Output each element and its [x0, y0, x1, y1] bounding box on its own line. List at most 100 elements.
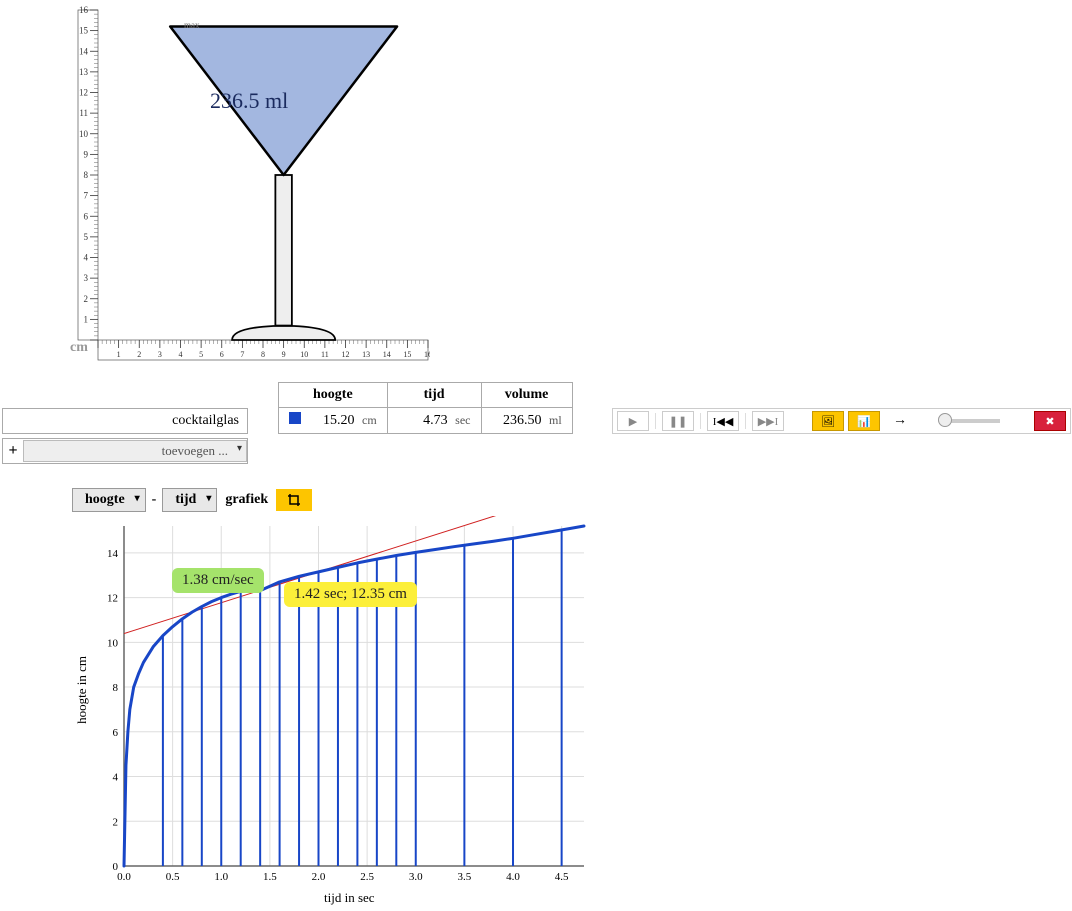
separator: [745, 413, 746, 429]
add-glass-select[interactable]: toevoegen ...: [23, 440, 247, 462]
crop-button[interactable]: [276, 489, 312, 511]
header-tijd: tijd: [387, 383, 481, 408]
separator: [655, 413, 656, 429]
svg-text:3: 3: [84, 273, 89, 283]
header-hoogte: hoogte: [279, 383, 388, 408]
svg-text:12: 12: [79, 88, 88, 98]
svg-text:16: 16: [79, 5, 89, 15]
svg-text:2.0: 2.0: [312, 871, 326, 883]
close-button[interactable]: ✖: [1034, 411, 1066, 431]
svg-text:10: 10: [300, 350, 308, 359]
svg-text:9: 9: [84, 149, 89, 159]
cell-hoogte: 15.20 cm: [279, 408, 388, 434]
fast-forward-button[interactable]: ▶▶I: [752, 411, 784, 431]
svg-text:3.5: 3.5: [458, 871, 472, 883]
tangent-rate-label: 1.38 cm/sec: [172, 568, 264, 593]
x-axis-select[interactable]: tijd: [162, 488, 217, 512]
svg-text:0.5: 0.5: [166, 871, 180, 883]
pause-button[interactable]: ❚❚: [662, 411, 694, 431]
crop-icon: [287, 493, 301, 507]
playback-controls: ▶ ❚❚ I◀◀ ▶▶I 🖼 📊 → ✖: [612, 408, 1071, 434]
play-button[interactable]: ▶: [617, 411, 649, 431]
svg-text:5: 5: [84, 232, 89, 242]
speed-slider[interactable]: [940, 419, 1000, 423]
hoogte-value: 15.20: [305, 413, 355, 429]
svg-text:6: 6: [84, 211, 89, 221]
svg-text:2: 2: [84, 294, 89, 304]
chart-mode-button[interactable]: 📊: [848, 411, 880, 431]
svg-text:8: 8: [84, 170, 89, 180]
glass-simulation: 12345678910111213141516 1234567891011121…: [70, 5, 430, 365]
svg-text:1.0: 1.0: [214, 871, 228, 883]
chart-svg: 024681012140.00.51.01.52.02.53.03.54.04.…: [74, 516, 604, 906]
svg-text:10: 10: [79, 129, 89, 139]
svg-text:11: 11: [321, 350, 329, 359]
svg-text:2.5: 2.5: [360, 871, 374, 883]
volume-unit: ml: [545, 413, 562, 427]
svg-text:16: 16: [424, 350, 430, 359]
rewind-button[interactable]: I◀◀: [707, 411, 739, 431]
image-mode-button[interactable]: 🖼: [812, 411, 844, 431]
svg-text:9: 9: [282, 350, 286, 359]
svg-text:4: 4: [84, 253, 89, 263]
tijd-value: 4.73: [398, 413, 448, 429]
chart-controls: hoogte - tijd grafiek: [72, 488, 312, 512]
svg-text:5: 5: [199, 350, 203, 359]
grafiek-label: grafiek: [221, 492, 272, 508]
svg-text:7: 7: [240, 350, 244, 359]
header-volume: volume: [481, 383, 572, 408]
dash-separator: -: [150, 492, 159, 508]
svg-text:6: 6: [220, 350, 224, 359]
arrow-button[interactable]: →: [884, 411, 916, 431]
add-icon[interactable]: +: [3, 442, 23, 460]
measurements-table: hoogte tijd volume 15.20 cm 4.73 sec 236…: [278, 382, 573, 434]
svg-text:12: 12: [107, 593, 118, 605]
slider-knob[interactable]: [938, 413, 952, 427]
cm-unit-label: cm: [70, 340, 88, 356]
y-axis-select[interactable]: hoogte: [72, 488, 146, 512]
svg-text:7: 7: [84, 191, 89, 201]
svg-text:14: 14: [107, 548, 119, 560]
svg-text:1.5: 1.5: [263, 871, 277, 883]
volume-label: 236.5 ml: [210, 88, 288, 114]
table-header-row: hoogte tijd volume: [279, 383, 573, 408]
max-label: max: [184, 20, 200, 30]
glass-row-label: cocktailglas: [2, 408, 248, 434]
cell-volume: 236.50 ml: [481, 408, 572, 434]
volume-value: 236.50: [492, 413, 542, 429]
svg-text:15: 15: [79, 26, 89, 36]
svg-text:6: 6: [113, 727, 119, 739]
point-coords-label: 1.42 sec; 12.35 cm: [284, 582, 417, 607]
svg-text:14: 14: [79, 46, 89, 56]
svg-text:15: 15: [403, 350, 411, 359]
svg-text:4.5: 4.5: [555, 871, 569, 883]
svg-text:13: 13: [362, 350, 370, 359]
svg-text:2: 2: [137, 350, 141, 359]
svg-text:1: 1: [84, 314, 89, 324]
svg-text:14: 14: [383, 350, 391, 359]
add-row: + toevoegen ...: [2, 438, 248, 464]
svg-text:3.0: 3.0: [409, 871, 423, 883]
hoogte-unit: cm: [358, 413, 377, 427]
svg-text:4.0: 4.0: [506, 871, 520, 883]
svg-text:4: 4: [113, 772, 119, 784]
svg-text:12: 12: [342, 350, 350, 359]
table-data-row: 15.20 cm 4.73 sec 236.50 ml: [279, 408, 573, 434]
svg-text:4: 4: [179, 350, 183, 359]
svg-text:8: 8: [261, 350, 265, 359]
x-axis-label: tijd in sec: [324, 890, 375, 906]
svg-text:10: 10: [107, 637, 119, 649]
separator: [700, 413, 701, 429]
cell-tijd: 4.73 sec: [387, 408, 481, 434]
svg-text:0.0: 0.0: [117, 871, 131, 883]
tijd-unit: sec: [451, 413, 470, 427]
svg-text:8: 8: [113, 682, 119, 694]
series-color-swatch: [289, 412, 301, 424]
glass-svg: 12345678910111213141516 1234567891011121…: [70, 5, 430, 365]
y-axis-label: hoogte in cm: [74, 656, 90, 724]
svg-text:1: 1: [117, 350, 121, 359]
svg-text:13: 13: [79, 67, 89, 77]
svg-text:11: 11: [79, 108, 88, 118]
svg-text:3: 3: [158, 350, 162, 359]
svg-text:2: 2: [113, 816, 119, 828]
